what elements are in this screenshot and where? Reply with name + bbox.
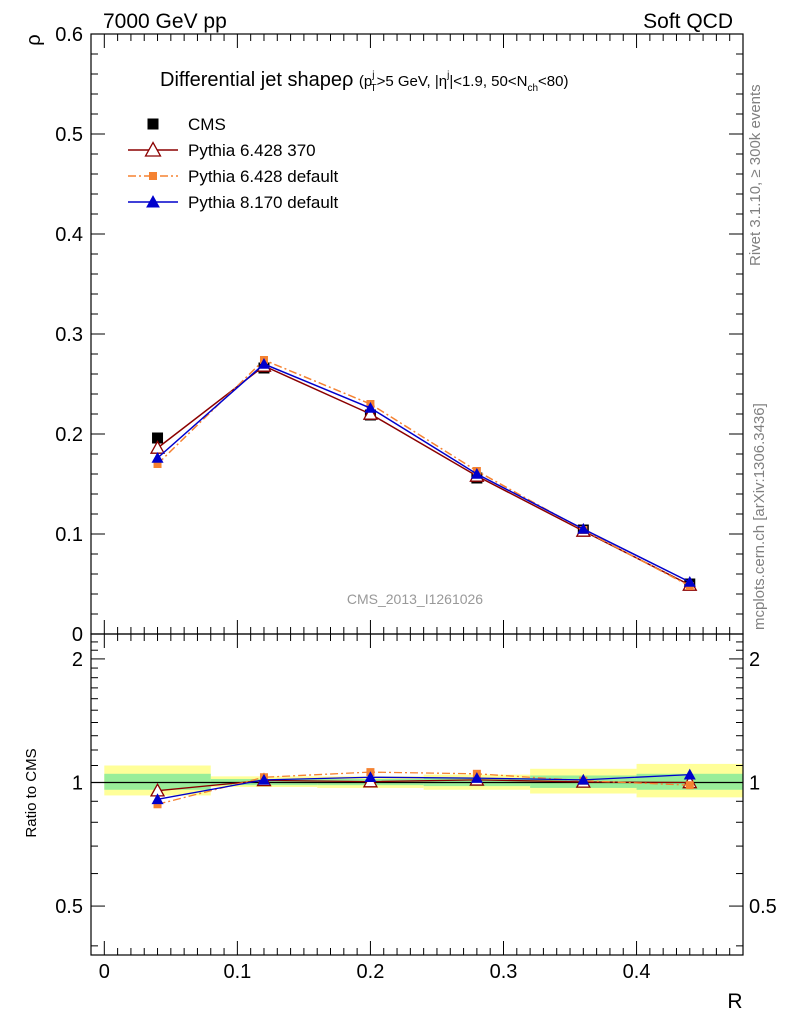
series-line — [157, 359, 691, 587]
ratio-line — [157, 773, 690, 800]
series-line — [157, 365, 691, 586]
ratio-y-tick-label-right: 0.5 — [749, 896, 777, 918]
ratio-line — [157, 771, 690, 805]
x-tick-label: 0.2 — [357, 961, 385, 983]
ratio-y-axis-label: Ratio to CMS — [23, 748, 40, 837]
title-p: (p — [359, 73, 372, 90]
legend-label: Pythia 8.170 default — [188, 193, 339, 212]
data-point — [151, 452, 164, 463]
y-tick-label: 0.1 — [55, 524, 83, 546]
energy-label: 7000 GeV pp — [103, 10, 227, 33]
legend-label: CMS — [188, 115, 226, 134]
title-mid2: |<1.9, 50<N — [449, 73, 527, 90]
analysis-watermark: CMS_2013_I1261026 — [347, 591, 483, 607]
y-tick-label: 0.3 — [55, 324, 83, 346]
y-tick-label: 0.4 — [55, 224, 83, 246]
series-pythia-6-428-370 — [149, 358, 698, 591]
legend-marker — [147, 118, 159, 130]
data-point — [153, 460, 162, 468]
x-tick-label: 0.3 — [490, 961, 518, 983]
ratio-series-pythia-8-170-default — [151, 768, 696, 805]
ratio-point — [470, 772, 483, 783]
uncertainty-band-green — [104, 773, 211, 790]
legend-label: Pythia 6.428 default — [188, 167, 339, 186]
data-point — [470, 468, 483, 479]
data-point — [683, 576, 696, 587]
main-plot-panel: CMS_2013_I1261026 0 0.1 0.2 0.3 0.4 0.5 0.6 Di… — [23, 24, 744, 646]
legend-label: Pythia 6.428 370 — [188, 141, 316, 160]
data-point — [364, 402, 377, 413]
ratio-y-tick-label: 1 — [72, 772, 83, 794]
ratio-point — [153, 800, 162, 809]
y-tick-label: 0 — [72, 624, 83, 646]
ratio-y-tick-label: 2 — [72, 649, 83, 671]
ratio-point — [364, 771, 377, 783]
x-tick-label: 0.4 — [623, 961, 651, 983]
process-label: Soft QCD — [643, 10, 733, 33]
series-pythia-6-428-default — [153, 356, 694, 590]
ratio-point — [685, 781, 694, 790]
y-tick-label: 0.2 — [55, 424, 83, 446]
ratio-y-tick-label: 0.5 — [55, 896, 83, 918]
y-tick-label: 0.5 — [55, 124, 83, 146]
title-mid1: >5 GeV, |η — [377, 73, 447, 90]
ratio-y-tick-label-right: 1 — [749, 772, 760, 794]
ratio-point — [577, 773, 590, 785]
axes-frame — [90, 633, 744, 956]
title-sup-j1: j — [371, 70, 374, 81]
legend-marker — [144, 141, 162, 157]
title-sup-j2: j — [446, 70, 449, 81]
legend-marker — [149, 172, 157, 180]
title-main: Differential jet shapeρ — [160, 69, 359, 91]
title-sub-T: T — [370, 83, 376, 94]
data-point — [257, 358, 270, 369]
ratio-point — [151, 793, 164, 805]
series-cms — [152, 362, 696, 590]
series-pythia-8-170-default — [151, 358, 696, 587]
ratio-plot-panel: 0.5 0.5 1 1 2 2 0 0.1 0.2 0.3 0.4 Ratio to CMS R — [23, 633, 777, 1013]
plot-title: Differential jet shapeρ (pj T>5 GeV, |ηj|… — [160, 69, 568, 94]
title-sub-ch: ch — [527, 83, 538, 94]
data-point — [362, 406, 379, 420]
x-tick-label: 0 — [99, 961, 110, 983]
legend: CMS Pythia 6.428 370 Pythia 6.428 default P… — [128, 115, 339, 212]
ratio-y-tick-label-right: 2 — [749, 649, 760, 671]
rivet-label: Rivet 3.1.10, ≥ 300k events — [747, 84, 764, 266]
title-end: <80) — [538, 73, 568, 90]
x-tick-label: 0.1 — [223, 961, 251, 983]
data-point — [152, 432, 164, 444]
y-axis-label: ρ — [23, 34, 45, 45]
data-point — [577, 523, 590, 534]
x-axis-label: R — [727, 990, 742, 1013]
legend-marker — [146, 195, 160, 208]
series-line — [157, 363, 691, 583]
mcplots-label: mcplots.cern.ch [arXiv:1306.3436] — [751, 403, 768, 630]
y-tick-label: 0.6 — [55, 24, 83, 46]
ratio-point — [257, 773, 270, 785]
ratio-point — [683, 768, 696, 780]
